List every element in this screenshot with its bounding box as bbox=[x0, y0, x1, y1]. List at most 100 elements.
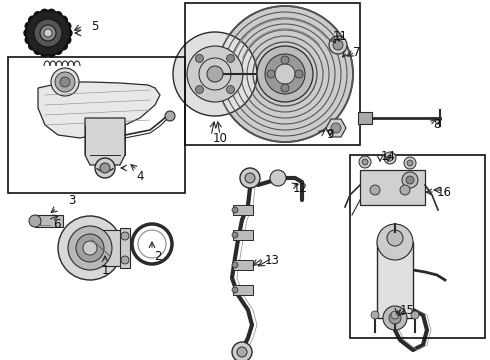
Circle shape bbox=[265, 54, 305, 94]
Circle shape bbox=[331, 123, 341, 133]
Circle shape bbox=[59, 16, 67, 24]
Circle shape bbox=[207, 66, 223, 82]
Circle shape bbox=[59, 42, 67, 50]
Circle shape bbox=[54, 12, 62, 20]
Circle shape bbox=[29, 16, 37, 24]
Circle shape bbox=[41, 9, 49, 17]
Circle shape bbox=[34, 12, 42, 20]
Circle shape bbox=[121, 232, 129, 240]
Text: 16: 16 bbox=[437, 185, 451, 198]
Text: 15: 15 bbox=[399, 303, 415, 316]
Bar bbox=[350, 155, 485, 338]
Bar bbox=[35, 215, 63, 227]
Circle shape bbox=[100, 163, 110, 173]
Circle shape bbox=[370, 185, 380, 195]
Text: 6: 6 bbox=[53, 219, 61, 231]
Bar bbox=[35, 218, 40, 224]
Circle shape bbox=[295, 70, 303, 78]
Circle shape bbox=[196, 86, 203, 94]
Circle shape bbox=[63, 36, 71, 44]
Circle shape bbox=[270, 170, 286, 186]
Text: 7: 7 bbox=[353, 45, 361, 58]
Text: 8: 8 bbox=[433, 117, 441, 130]
Text: 9: 9 bbox=[326, 129, 334, 141]
Circle shape bbox=[387, 155, 393, 161]
Circle shape bbox=[34, 46, 42, 54]
Polygon shape bbox=[38, 82, 160, 138]
Circle shape bbox=[281, 84, 289, 92]
Circle shape bbox=[63, 22, 71, 30]
Circle shape bbox=[34, 19, 62, 47]
Polygon shape bbox=[85, 118, 125, 165]
Circle shape bbox=[232, 262, 238, 268]
Bar bbox=[8, 57, 185, 193]
Circle shape bbox=[55, 72, 75, 92]
Circle shape bbox=[226, 86, 235, 94]
Circle shape bbox=[406, 176, 414, 184]
Bar bbox=[98, 230, 123, 266]
Circle shape bbox=[95, 158, 115, 178]
Text: 10: 10 bbox=[213, 131, 227, 144]
Text: 11: 11 bbox=[333, 31, 347, 44]
Circle shape bbox=[359, 156, 371, 168]
Circle shape bbox=[404, 157, 416, 169]
Circle shape bbox=[48, 9, 55, 17]
Circle shape bbox=[240, 168, 260, 188]
Circle shape bbox=[232, 342, 252, 360]
Text: 4: 4 bbox=[136, 170, 144, 183]
Text: 5: 5 bbox=[91, 19, 98, 32]
Text: 1: 1 bbox=[101, 264, 109, 276]
Circle shape bbox=[237, 347, 247, 357]
Circle shape bbox=[391, 311, 399, 319]
Circle shape bbox=[267, 70, 275, 78]
Bar bbox=[360, 170, 425, 205]
Text: 12: 12 bbox=[293, 181, 308, 194]
Circle shape bbox=[232, 207, 238, 213]
Circle shape bbox=[44, 29, 52, 37]
Bar bbox=[233, 230, 253, 240]
Bar bbox=[377, 242, 413, 318]
Bar bbox=[185, 3, 360, 145]
Bar bbox=[120, 228, 130, 268]
Circle shape bbox=[173, 32, 257, 116]
Circle shape bbox=[58, 216, 122, 280]
Text: 3: 3 bbox=[68, 194, 75, 207]
Circle shape bbox=[245, 173, 255, 183]
Circle shape bbox=[51, 68, 79, 96]
Bar bbox=[233, 205, 253, 215]
Circle shape bbox=[275, 64, 295, 84]
Circle shape bbox=[377, 224, 413, 260]
Text: 13: 13 bbox=[265, 253, 279, 266]
Circle shape bbox=[257, 46, 313, 102]
Circle shape bbox=[389, 312, 401, 324]
Circle shape bbox=[187, 46, 243, 102]
Circle shape bbox=[281, 56, 289, 64]
Circle shape bbox=[76, 234, 104, 262]
Circle shape bbox=[26, 11, 70, 55]
Circle shape bbox=[165, 111, 175, 121]
Circle shape bbox=[362, 159, 368, 165]
Text: 2: 2 bbox=[154, 251, 162, 264]
Circle shape bbox=[371, 311, 379, 319]
Circle shape bbox=[333, 40, 343, 50]
Circle shape bbox=[411, 311, 419, 319]
Circle shape bbox=[25, 22, 33, 30]
Bar bbox=[358, 112, 372, 124]
Circle shape bbox=[60, 77, 70, 87]
Circle shape bbox=[217, 6, 353, 142]
Circle shape bbox=[387, 230, 403, 246]
Circle shape bbox=[400, 185, 410, 195]
Circle shape bbox=[83, 241, 97, 255]
Circle shape bbox=[24, 29, 32, 37]
Circle shape bbox=[54, 46, 62, 54]
Bar bbox=[233, 285, 253, 295]
Circle shape bbox=[25, 36, 33, 44]
Circle shape bbox=[64, 29, 72, 37]
Bar bbox=[233, 260, 253, 270]
Circle shape bbox=[402, 172, 418, 188]
Circle shape bbox=[384, 152, 396, 164]
Circle shape bbox=[232, 232, 238, 238]
Circle shape bbox=[232, 287, 238, 293]
Text: 14: 14 bbox=[381, 149, 395, 162]
Circle shape bbox=[48, 49, 55, 57]
